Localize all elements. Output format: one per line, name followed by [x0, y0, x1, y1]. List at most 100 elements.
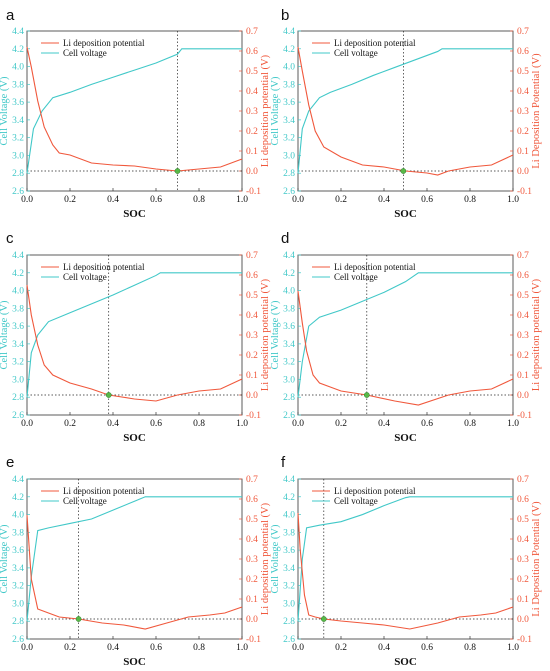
- left-tick-label: 3.2: [283, 582, 295, 592]
- left-tick-label: 4.0: [12, 287, 24, 297]
- right-tick-label: -0.1: [517, 635, 532, 645]
- left-tick-label: 3.2: [283, 134, 295, 144]
- right-tick-label: 0.2: [246, 127, 258, 137]
- right-tick-label: 0.0: [517, 167, 529, 177]
- legend-voltage-label: Cell voltage: [63, 48, 107, 58]
- onset-marker: [400, 168, 407, 174]
- right-tick-label: 0.0: [517, 391, 529, 401]
- left-tick-label: 3.6: [12, 322, 24, 332]
- left-tick-label: 4.0: [12, 63, 24, 73]
- right-tick-label: 0.6: [517, 495, 529, 505]
- right-tick-label: -0.1: [517, 187, 532, 197]
- left-tick-label: 2.8: [12, 617, 24, 627]
- x-tick-label: 0.2: [335, 643, 347, 653]
- x-tick-label: 0.6: [150, 419, 162, 429]
- right-axis-label: Li deposition potential (V): [531, 278, 542, 391]
- left-tick-label: 2.8: [283, 617, 295, 627]
- x-tick-label: 0.2: [64, 643, 76, 653]
- right-tick-label: -0.1: [246, 635, 261, 645]
- x-axis-label: SOC: [123, 656, 146, 668]
- x-tick-label: 0.2: [335, 419, 347, 429]
- x-tick-label: 0.4: [107, 195, 119, 205]
- right-tick-label: 0.5: [517, 291, 529, 301]
- x-tick-label: 0.2: [335, 195, 347, 205]
- x-tick-label: 0.6: [150, 195, 162, 205]
- panel-label: a: [6, 7, 15, 24]
- left-tick-label: 2.8: [12, 393, 24, 403]
- x-tick-label: 0.0: [292, 419, 304, 429]
- left-tick-label: 3.6: [283, 546, 295, 556]
- left-tick-label: 3.2: [12, 358, 24, 368]
- legend-li-label: Li deposition potential: [334, 38, 416, 48]
- left-tick-label: 2.6: [12, 187, 24, 197]
- onset-marker: [320, 616, 327, 622]
- left-tick-label: 3.8: [12, 304, 24, 314]
- left-tick-label: 3.8: [12, 80, 24, 90]
- onset-marker: [105, 392, 112, 398]
- right-tick-label: 0.3: [246, 555, 258, 565]
- right-tick-label: 0.1: [246, 371, 258, 381]
- x-axis-label: SOC: [123, 432, 146, 444]
- left-tick-label: 3.0: [12, 599, 24, 609]
- left-tick-label: 3.0: [12, 151, 24, 161]
- left-tick-label: 4.0: [283, 63, 295, 73]
- li-potential-line: [26, 284, 243, 402]
- left-tick-label: 2.8: [283, 169, 295, 179]
- left-axis-label: Cell Voltage (V): [270, 524, 281, 594]
- left-tick-label: 3.2: [283, 358, 295, 368]
- left-tick-label: 3.8: [283, 528, 295, 538]
- plot-frame: [26, 254, 243, 416]
- panel-label: c: [6, 230, 14, 247]
- legend-voltage-label: Cell voltage: [63, 496, 107, 506]
- legend-voltage-label: Cell voltage: [334, 496, 378, 506]
- x-tick-label: 0.0: [21, 419, 33, 429]
- left-tick-label: 3.0: [283, 599, 295, 609]
- plot-frame: [297, 254, 514, 416]
- left-tick-label: 3.0: [12, 375, 24, 385]
- right-tick-label: 0.7: [246, 27, 258, 37]
- onset-marker: [174, 168, 181, 174]
- x-tick-label: 0.6: [421, 643, 433, 653]
- right-tick-label: 0.5: [246, 515, 258, 525]
- x-tick-label: 0.8: [193, 195, 205, 205]
- x-tick-label: 1.0: [236, 419, 248, 429]
- right-tick-label: 0.5: [246, 291, 258, 301]
- panel-label: e: [6, 454, 14, 471]
- x-tick-label: 1.0: [507, 195, 519, 205]
- x-tick-label: 1.0: [236, 195, 248, 205]
- x-axis-label: SOC: [394, 432, 417, 444]
- left-tick-label: 3.8: [12, 528, 24, 538]
- li-potential-line: [297, 512, 514, 630]
- x-tick-label: 0.4: [107, 643, 119, 653]
- left-tick-label: 2.6: [12, 635, 24, 645]
- right-tick-label: 0.2: [246, 351, 258, 361]
- panel-label: b: [281, 7, 289, 24]
- left-tick-label: 4.4: [283, 251, 295, 261]
- cell-voltage-line: [297, 272, 513, 398]
- right-tick-label: 0.0: [246, 391, 258, 401]
- left-tick-label: 4.4: [283, 475, 295, 485]
- left-tick-label: 4.0: [283, 511, 295, 521]
- right-tick-label: 0.3: [246, 331, 258, 341]
- right-tick-label: 0.2: [517, 351, 529, 361]
- x-tick-label: 1.0: [236, 643, 248, 653]
- right-tick-label: 0.5: [517, 515, 529, 525]
- x-tick-label: 0.6: [421, 419, 433, 429]
- left-tick-label: 2.6: [12, 411, 24, 421]
- left-axis-label: Cell Voltage (V): [270, 300, 281, 370]
- left-tick-label: 3.4: [12, 340, 24, 350]
- right-tick-label: 0.6: [246, 271, 258, 281]
- panel-a: a 0.0 0.2 0.4 0.6 0.8 1.0 2.6 2.8 3.0 3.2 3.4 3.6 3.8…: [0, 7, 271, 220]
- left-tick-label: 2.8: [283, 393, 295, 403]
- li-potential-line: [26, 46, 243, 172]
- right-tick-label: 0.1: [246, 147, 258, 157]
- x-tick-label: 0.8: [464, 643, 476, 653]
- li-potential-line: [297, 290, 514, 406]
- left-tick-label: 4.2: [283, 269, 295, 279]
- right-tick-label: 0.7: [517, 475, 529, 485]
- left-tick-label: 3.8: [283, 80, 295, 90]
- right-tick-label: 0.4: [246, 87, 258, 97]
- legend-voltage-label: Cell voltage: [63, 272, 107, 282]
- li-potential-line: [26, 514, 243, 630]
- right-tick-label: 0.7: [517, 27, 529, 37]
